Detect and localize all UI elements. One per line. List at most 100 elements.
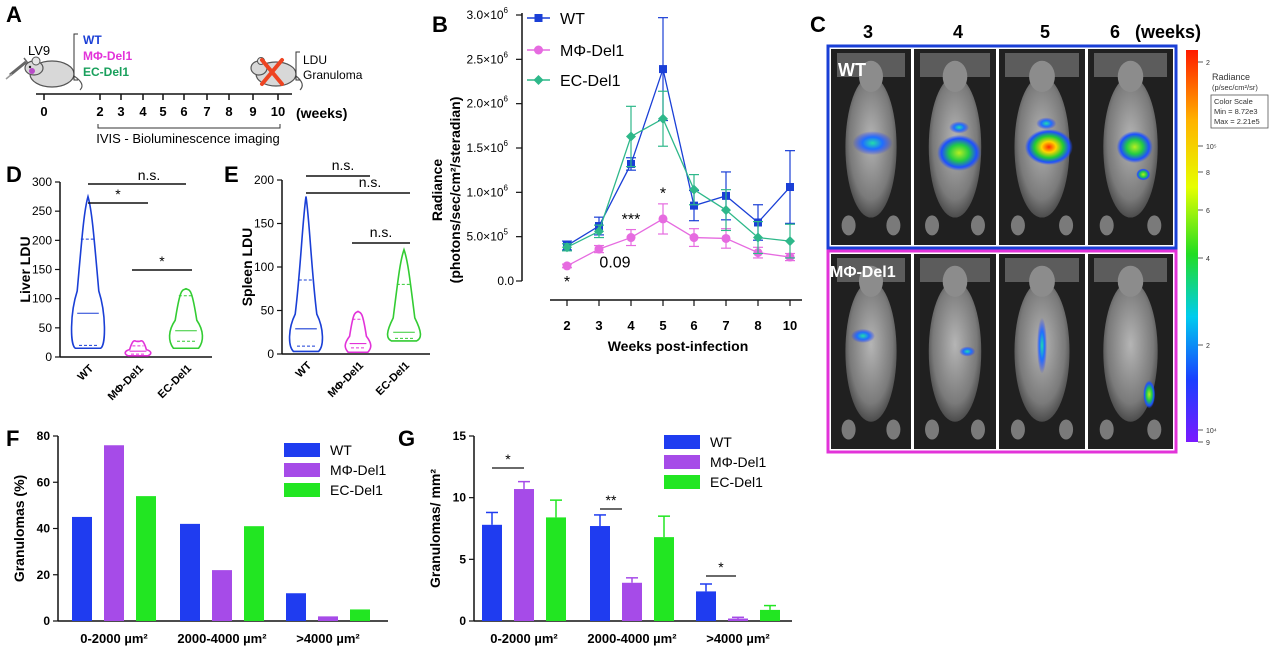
b-x-tick-label: 7: [722, 318, 729, 333]
panel-c: C 3 4 5 6 (weeks) WT MΦ-Del1 Radiance (p…: [810, 12, 1269, 454]
d-sig-label: n.s.: [138, 167, 161, 183]
week-unit: (weeks): [1135, 22, 1201, 42]
chart-e: 0 50 100 150 200 WT MΦ-Del1 EC-Del1 Spleen LDU n.…: [239, 157, 430, 400]
week-label-4: 4: [953, 22, 963, 42]
b-y-tick-exponent: 6: [504, 6, 509, 15]
g-bar-mphi-del1: [728, 618, 748, 621]
g-bar-wt: [696, 591, 716, 621]
b-point-wt: [690, 201, 698, 210]
b-y-tick-label: 2.5×106: [467, 50, 509, 66]
f-legend-label-ec-del1: EC-Del1: [330, 482, 383, 498]
b-y-tick-label: 5.0×105: [467, 228, 509, 244]
e-sig-label: n.s.: [359, 174, 382, 190]
g-y-tick-label: 15: [453, 429, 467, 443]
b-y-axis-label-1: Radiance: [429, 159, 445, 221]
timeline-unit: (weeks): [296, 105, 347, 121]
d-violin-ec-del1: [168, 287, 204, 350]
g-bar-ec-del1: [546, 517, 566, 621]
imaging-signal: [1036, 117, 1057, 130]
panel-d-label: D: [6, 162, 22, 187]
week-label-5: 5: [1040, 22, 1050, 42]
g-y-tick-label: 0: [459, 614, 466, 628]
imaging-mouse-paw: [925, 419, 940, 440]
imaging-mouse-paw: [1099, 419, 1114, 440]
g-bar-ec-del1: [760, 609, 780, 621]
f-legend-label-mphi-del1: MΦ-Del1: [330, 462, 387, 478]
f-legend-swatch-wt: [284, 443, 320, 457]
imaging-signal: [1116, 131, 1153, 163]
g-bar-wt: [590, 526, 610, 621]
f-bar-mphi-del1: [212, 570, 232, 621]
panel-f: F 0 20 40 60 80 0-2000 µm² 2000-4000 µm² >4000 …: [6, 426, 388, 646]
timeline-tick-label: 3: [117, 104, 124, 119]
imaging-signal: [1143, 380, 1156, 409]
e-sig-label: n.s.: [370, 224, 393, 240]
b-annotation: 0.09: [599, 255, 630, 272]
scale-tick-label: 4: [1206, 256, 1210, 263]
d-violin-wt: [70, 193, 106, 350]
d-x-tick-label: EC-Del1: [156, 363, 194, 401]
e-y-tick-label: 150: [254, 217, 274, 231]
scale-tick-label: 10⁵: [1206, 144, 1217, 151]
g-x-tick-label: >4000 µm²: [706, 631, 770, 646]
g-legend-label-mphi-del1: MΦ-Del1: [710, 454, 767, 470]
imaging-mouse-body: [1103, 281, 1158, 422]
f-bar-wt: [286, 593, 306, 621]
b-y-tick-mantissa: 1.5×10: [467, 141, 504, 155]
scale-tick-label: 10⁴: [1206, 428, 1217, 435]
imaging-mouse-paw: [1059, 215, 1074, 236]
g-bar-wt: [482, 524, 502, 621]
f-bar-ec-del1: [244, 526, 264, 621]
b-y-tick-label: 0.0: [497, 274, 514, 288]
b-y-tick-exponent: 6: [504, 139, 509, 148]
f-bar-mphi-del1: [318, 616, 338, 621]
scale-tick-label: 2: [1206, 343, 1210, 350]
imaging-mouse-paw: [1010, 215, 1025, 236]
panel-b: B 0.05.0×1051.0×1061.5×1062.0×1062.5×106…: [429, 6, 802, 354]
b-x-tick-label: 8: [754, 318, 761, 333]
b-x-tick-label: 6: [690, 318, 697, 333]
b-line-ec-del1: [566, 117, 791, 248]
f-x-tick-label: 2000-4000 µm²: [177, 631, 267, 646]
imaging-mouse-head: [859, 265, 883, 297]
frame-mphi-del1: [826, 249, 1178, 454]
imaging-signal: [949, 121, 970, 134]
scale-tick-label: 9: [1206, 440, 1210, 447]
scale-tick-label: 8: [1206, 170, 1210, 177]
b-legend-marker-wt: [534, 14, 543, 22]
b-legend-marker-ec-del1: [533, 75, 544, 85]
b-y-tick-exponent: 6: [504, 50, 509, 59]
group-wt: WT: [83, 33, 102, 47]
imaging-mouse-body: [928, 281, 982, 422]
d-sig-label: *: [159, 253, 165, 269]
b-y-axis-label-2: (photons/sec/cm²/steradian): [447, 97, 463, 284]
d-y-tick-label: 50: [39, 321, 53, 335]
b-legend-label-mphi-del1: MΦ-Del1: [560, 43, 624, 60]
e-y-tick-label: 0: [267, 347, 274, 361]
panel-b-label: B: [432, 12, 448, 37]
e-sig-label: n.s.: [332, 157, 355, 173]
imaging-mouse-paw: [925, 215, 940, 236]
panel-f-label: F: [6, 426, 19, 451]
f-y-tick-label: 40: [37, 522, 51, 536]
row-label-mphi-del1: MΦ-Del1: [830, 264, 896, 281]
b-y-tick-label: 1.5×106: [467, 139, 509, 155]
f-bar-wt: [180, 523, 200, 621]
group-ec-del1: EC-Del1: [83, 65, 129, 79]
b-point-ec-del1: [721, 205, 731, 216]
b-legend-label-wt: WT: [560, 11, 585, 28]
e-x-tick-label: EC-Del1: [374, 360, 412, 398]
f-bar-ec-del1: [136, 496, 156, 621]
imaging-signal: [1136, 168, 1151, 181]
b-point-mphi-del1: [562, 261, 572, 271]
e-y-tick-label: 50: [261, 304, 275, 318]
f-legend-label-wt: WT: [330, 442, 352, 458]
b-point-ec-del1: [785, 236, 795, 247]
imaging-mouse-paw: [1099, 215, 1114, 236]
f-y-tick-label: 20: [37, 568, 51, 582]
scale-unit: (p/sec/cm²/sr): [1212, 83, 1258, 92]
scale-box-min: Min = 8.72e3: [1214, 107, 1258, 116]
f-x-tick-label: >4000 µm²: [296, 631, 360, 646]
b-legend-marker-mphi-del1: [534, 45, 543, 55]
